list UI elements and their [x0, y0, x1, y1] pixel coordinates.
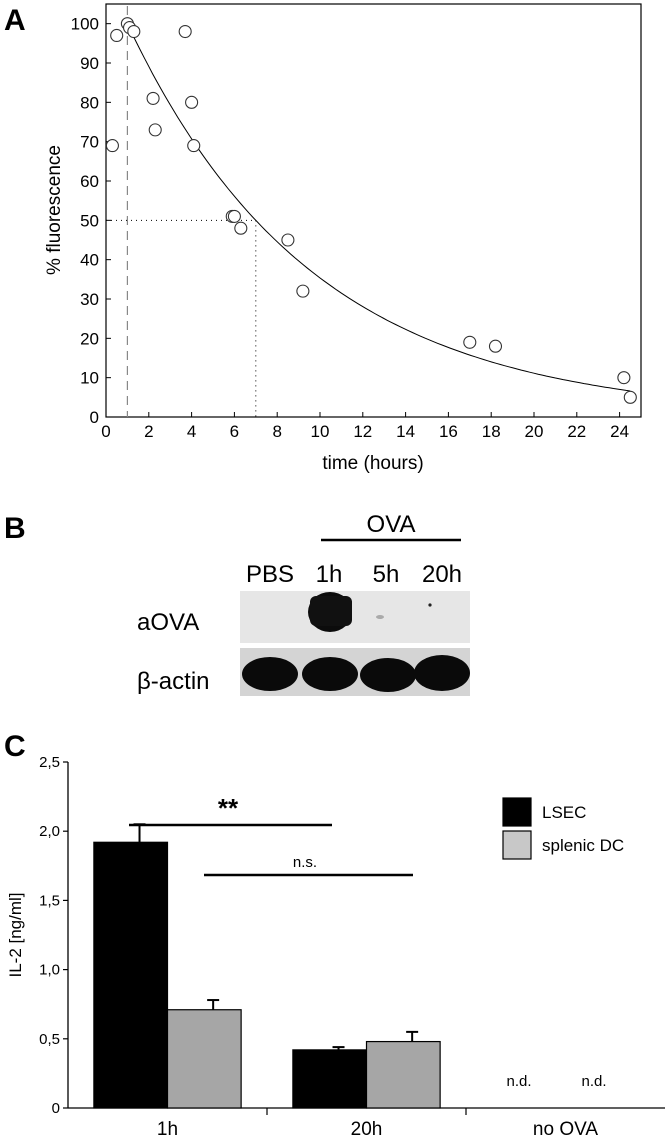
chart-c-legend: LSEC splenic DC	[502, 797, 624, 860]
chart-a-y-tick-label: 20	[80, 329, 99, 348]
chart-a-point	[296, 284, 310, 298]
blot-lane-1h: 1h	[316, 561, 343, 588]
chart-a-point	[281, 233, 295, 247]
chart-c-bars	[93, 823, 441, 1109]
chart-a-x-tick-label: 12	[353, 422, 372, 441]
blot-band-aova-1h-core	[310, 596, 352, 626]
legend-label-lsec: LSEC	[542, 803, 586, 822]
chart-c-bar-splenic-dc	[166, 1009, 242, 1109]
blot-speck-20h	[428, 603, 432, 607]
chart-a-y-tick-label: 50	[80, 211, 99, 230]
chart-a-x-label: time (hours)	[322, 453, 423, 474]
chart-c-y-tick-label: 0,5	[39, 1031, 60, 1048]
blot-row-aova: aOVA	[137, 609, 199, 636]
chart-c-y-tick-label: 2,5	[39, 754, 60, 771]
chart-a-x-ticks: 0 2 4 6 8 10 12 14 16 18 20 22 24	[101, 412, 629, 441]
chart-c-bar-lsec	[292, 1049, 368, 1109]
chart-a-y-tick-label: 100	[71, 15, 99, 34]
chart-c-y-ticks: 0 0,5 1,0 1,5 2,0 2,5	[39, 754, 68, 1117]
blot-band-actin-pbs	[242, 657, 298, 691]
chart-a-points	[105, 17, 637, 404]
chart-a-point	[488, 339, 503, 353]
chart-a-x-tick-label: 22	[567, 422, 586, 441]
chart-a-x-tick-label: 20	[525, 422, 544, 441]
chart-c-x-tick-label: no OVA	[533, 1119, 598, 1140]
chart-a-y-tick-label: 40	[80, 251, 99, 270]
blot-lane-5h: 5h	[373, 561, 400, 588]
chart-a-y-label: % fluorescence	[44, 145, 65, 275]
chart-c-bar-lsec	[93, 841, 169, 1109]
chart-c-x-ticks: 1h 20h no OVA	[157, 1108, 598, 1140]
legend-swatch-dc	[502, 830, 532, 860]
chart-a-y-tick-label: 10	[80, 369, 99, 388]
chart-a-x-tick-label: 24	[610, 422, 629, 441]
chart-c-x-tick-label: 20h	[351, 1119, 383, 1140]
chart-a-point	[178, 24, 192, 39]
chart-a-point	[227, 209, 241, 223]
chart-a-x-tick-label: 18	[482, 422, 501, 441]
chart-a-point	[148, 123, 162, 137]
chart-a-y-tick-label: 80	[80, 93, 99, 112]
chart-c-y-tick-label: 1,0	[39, 962, 60, 979]
chart-c-bar-splenic-dc	[365, 1040, 441, 1109]
chart-a: 0 2 4 6 8 10 12 14 16 18 20 22 24 010203040506070809…	[44, 3, 642, 474]
chart-a-x-tick-label: 0	[101, 422, 110, 441]
chart-c-y-label: IL-2 [ng/ml]	[6, 892, 25, 977]
blot-lane-20h: 20h	[422, 561, 462, 588]
blot-strip-aova	[240, 591, 470, 643]
chart-c-x-tick-label: 1h	[157, 1119, 178, 1140]
blot-group-label: OVA	[367, 511, 416, 538]
chart-a-x-tick-label: 6	[230, 422, 239, 441]
chart-c-y-tick-label: 1,5	[39, 892, 60, 909]
legend-swatch-lsec	[502, 797, 532, 827]
chart-a-point	[105, 139, 119, 153]
chart-a-point	[146, 91, 160, 105]
chart-a-point	[127, 24, 141, 39]
chart-a-point	[463, 335, 477, 349]
chart-a-fit-curve	[126, 23, 631, 392]
panel-letter-b: B	[4, 512, 26, 545]
chart-a-x-tick-label: 4	[187, 422, 196, 441]
chart-a-y-tick-label: 0	[90, 408, 99, 427]
blot-band-actin-1h	[302, 657, 358, 691]
significance-label: **	[218, 793, 239, 823]
chart-a-frame	[105, 3, 642, 418]
chart-a-point	[623, 390, 637, 404]
chart-a-point	[185, 95, 199, 109]
chart-a-y-ticks: 0 10 20 30 40 50 60 70 80 90 100	[71, 15, 111, 427]
chart-a-x-tick-label: 8	[272, 422, 281, 441]
blot-speck-5h	[376, 615, 384, 619]
chart-a-y-tick-label: 30	[80, 290, 99, 309]
blot-band-actin-5h	[360, 658, 416, 692]
chart-a-point	[617, 371, 631, 385]
chart-c-y-tick-label: 0	[52, 1100, 60, 1117]
chart-c-y-tick-label: 2,0	[39, 823, 60, 840]
chart-a-point	[187, 139, 201, 153]
blot-row-actin: β-actin	[137, 668, 210, 695]
blot-lane-pbs: PBS	[246, 561, 294, 588]
chart-a-y-tick-label: 70	[80, 133, 99, 152]
chart-a-point	[234, 221, 248, 235]
chart-a-x-tick-label: 14	[396, 422, 415, 441]
panel-letter-a: A	[4, 4, 26, 37]
nd-label-dc: n.d.	[581, 1073, 606, 1090]
chart-a-point	[110, 28, 124, 43]
chart-a-reference-lines	[106, 6, 257, 417]
ns-label: n.s.	[293, 854, 317, 871]
legend-label-dc: splenic DC	[542, 836, 624, 855]
chart-c: 0 0,5 1,0 1,5 2,0 2,5 1h 20h no OVA IL-2 [ng/ml…	[6, 754, 665, 1140]
chart-a-x-tick-label: 2	[144, 422, 153, 441]
blot-band-actin-20h	[414, 655, 470, 691]
chart-a-y-tick-label: 90	[80, 54, 99, 73]
western-blot: OVA PBS 1h 5h 20h aOVA β-actin	[137, 511, 470, 696]
chart-a-x-tick-label: 16	[439, 422, 458, 441]
chart-a-x-tick-label: 10	[311, 422, 330, 441]
panel-letter-c: C	[4, 730, 26, 763]
chart-a-y-tick-label: 60	[80, 172, 99, 191]
nd-label-lsec: n.d.	[506, 1073, 531, 1090]
